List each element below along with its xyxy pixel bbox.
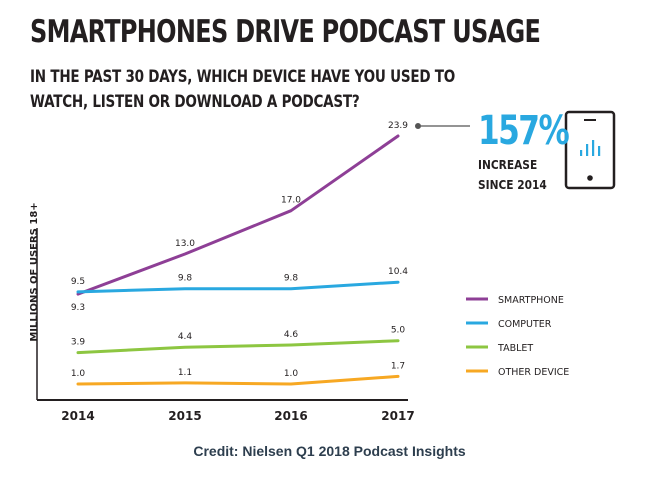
y-axis-label: MILLIONS OF USERS 18+ [29,202,40,341]
phone-button [587,175,593,181]
legend-label: TABLET [497,343,533,354]
legend-label: OTHER DEVICE [498,367,569,378]
data-label: 5.0 [391,326,406,336]
callout-dot [415,123,421,129]
smartphone-signal-icon [564,110,616,190]
series-line-smartphone [76,134,400,296]
callout-text: INCREASE SINCE 2014 [478,157,547,192]
signal-bar [580,150,583,156]
signal-bar [592,140,595,156]
data-label: 4.4 [178,332,193,342]
data-label: 9.5 [71,277,85,287]
data-label: 1.7 [391,361,405,371]
data-label: 1.0 [71,369,86,379]
data-label: 13.0 [175,239,195,249]
data-label: 10.4 [388,267,408,277]
legend-label: SMARTPHONE [498,295,564,306]
legend: SMARTPHONE COMPUTER TABLET OTHER DEVICE [466,295,569,378]
data-label: 9.8 [178,274,193,284]
x-tick-label: 2017 [381,409,414,423]
data-label: 9.3 [71,303,85,313]
data-label: 4.6 [284,330,299,340]
phone-body [564,110,616,190]
data-label: 3.9 [71,338,86,348]
x-tick-label: 2016 [274,409,307,423]
x-tick-label: 2014 [61,409,94,423]
chart-subtitle: IN THE PAST 30 DAYS, WHICH DEVICE HAVE Y… [30,67,456,111]
series-line-tablet [76,339,400,355]
credit-line: Credit: Nielsen Q1 2018 Podcast Insights [193,443,466,459]
series-lines [76,134,400,386]
callout-percent: 157% [478,108,570,154]
series-line-computer [76,280,400,294]
legend-label: COMPUTER [498,319,552,330]
data-label: 1.0 [284,369,299,379]
data-label: 9.8 [284,274,299,284]
series-line-other-device [76,374,400,386]
data-label: 23.9 [388,121,408,131]
signal-bar [598,146,601,156]
data-label: 17.0 [281,196,301,206]
axes: MILLIONS OF USERS 18+ 2014 2015 2016 2017 [29,202,415,423]
signal-bar [586,144,589,156]
chart-title: SMARTPHONES DRIVE PODCAST USAGE [30,14,541,50]
data-labels: 9.3 13.0 17.0 23.9 9.5 9.8 9.8 10.4 3.9 4.4 4.6 5.0… [71,121,470,379]
x-tick-label: 2015 [168,409,201,423]
data-label: 1.1 [178,368,192,378]
